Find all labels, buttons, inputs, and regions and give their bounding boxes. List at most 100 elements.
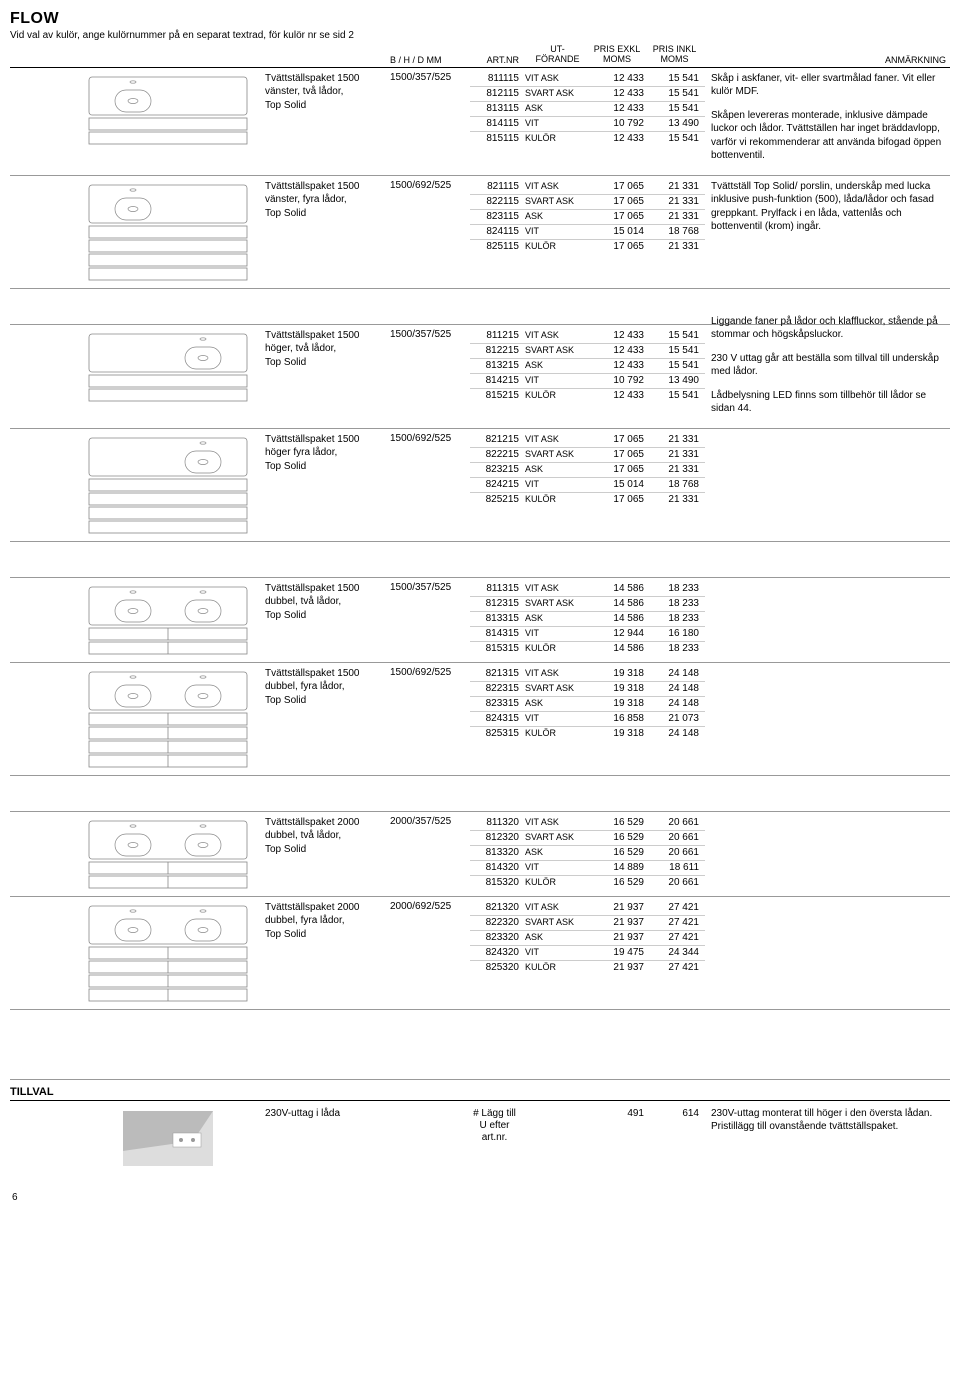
product-diagram — [10, 816, 265, 894]
cell-price-incl: 18 233 — [650, 643, 705, 654]
hdr-p1: PRIS EXKLMOMS — [590, 45, 650, 65]
cell-art: 824320 — [470, 947, 525, 958]
cell-art: 811215 — [470, 330, 525, 341]
cell-utf: VIT ASK — [525, 902, 590, 913]
table-row: 814115 VIT 10 792 13 490 — [470, 117, 705, 132]
cell-price-incl: 18 768 — [650, 479, 705, 490]
cell-price-excl: 12 433 — [590, 345, 650, 356]
cell-price-incl: 15 541 — [650, 330, 705, 341]
table-row: 815315 KULÖR 14 586 18 233 — [470, 642, 705, 656]
table-row: 822320 SVART ASK 21 937 27 421 — [470, 916, 705, 931]
cell-price-incl: 18 611 — [650, 862, 705, 873]
cell-utf: SVART ASK — [525, 449, 590, 460]
cell-utf: ASK — [525, 613, 590, 624]
table-row: 814320 VIT 14 889 18 611 — [470, 861, 705, 876]
cell-price-incl: 15 541 — [650, 133, 705, 144]
cell-price-excl: 17 065 — [590, 464, 650, 475]
cell-utf: VIT ASK — [525, 330, 590, 341]
cell-art: 822215 — [470, 449, 525, 460]
cell-price-incl: 20 661 — [650, 817, 705, 828]
hdr-dim: B / H / D MM — [390, 45, 470, 65]
table-row: 823315 ASK 19 318 24 148 — [470, 697, 705, 712]
product-diagram — [10, 582, 265, 660]
hdr-utf: UT-FÖRANDE — [525, 45, 590, 65]
table-row: 821315 VIT ASK 19 318 24 148 — [470, 667, 705, 682]
cell-utf: VIT — [525, 628, 590, 639]
tillval-image — [10, 1107, 265, 1170]
cell-art: 824215 — [470, 479, 525, 490]
table-row: 824215 VIT 15 014 18 768 — [470, 478, 705, 493]
cell-price-excl: 16 529 — [590, 847, 650, 858]
cell-price-incl: 24 148 — [650, 683, 705, 694]
cell-art: 811115 — [470, 73, 525, 84]
cell-utf: ASK — [525, 932, 590, 943]
section-spacer — [10, 776, 950, 812]
product-section: Tvättställspaket 2000dubbel, två lådor,T… — [10, 812, 950, 897]
cell-art: 823320 — [470, 932, 525, 943]
cell-price-incl: 15 541 — [650, 390, 705, 401]
cell-price-excl: 17 065 — [590, 211, 650, 222]
cell-art: 812115 — [470, 88, 525, 99]
cell-price-excl: 12 433 — [590, 73, 650, 84]
cell-price-excl: 10 792 — [590, 118, 650, 129]
cell-price-excl: 17 065 — [590, 449, 650, 460]
cell-price-incl: 18 768 — [650, 226, 705, 237]
cell-price-excl: 17 065 — [590, 181, 650, 192]
product-desc: Tvättställspaket 1500vänster, fyra lådor… — [265, 180, 390, 286]
cell-art: 823315 — [470, 698, 525, 709]
cell-price-excl: 21 937 — [590, 917, 650, 928]
cell-price-incl: 21 073 — [650, 713, 705, 724]
cell-price-excl: 19 318 — [590, 728, 650, 739]
tillval-desc: 230V-uttag i låda — [265, 1107, 390, 1170]
cell-art: 825315 — [470, 728, 525, 739]
tillval-p2: 614 — [650, 1108, 705, 1144]
cell-utf: VIT — [525, 713, 590, 724]
note-text: Lådbelysning LED finns som tillbehör til… — [711, 389, 946, 416]
cell-utf: VIT — [525, 862, 590, 873]
cell-price-incl: 18 233 — [650, 613, 705, 624]
cell-price-incl: 27 421 — [650, 917, 705, 928]
product-desc: Tvättställspaket 1500dubbel, två lådor,T… — [265, 582, 390, 660]
cell-art: 825215 — [470, 494, 525, 505]
product-diagram — [10, 72, 265, 173]
cell-art: 822315 — [470, 683, 525, 694]
cell-art: 823115 — [470, 211, 525, 222]
cell-utf: KULÖR — [525, 643, 590, 654]
table-row: 825315 KULÖR 19 318 24 148 — [470, 727, 705, 741]
table-row: 814315 VIT 12 944 16 180 — [470, 627, 705, 642]
table-row: 813215 ASK 12 433 15 541 — [470, 359, 705, 374]
cell-art: 825115 — [470, 241, 525, 252]
cell-art: 813115 — [470, 103, 525, 114]
cell-price-excl: 12 944 — [590, 628, 650, 639]
cell-utf: VIT — [525, 947, 590, 958]
cell-utf: SVART ASK — [525, 345, 590, 356]
table-row: 813315 ASK 14 586 18 233 — [470, 612, 705, 627]
table-row: 821115 VIT ASK 17 065 21 331 — [470, 180, 705, 195]
product-dim: 1500/357/525 — [390, 72, 470, 173]
product-section: Tvättställspaket 1500vänster, två lådor,… — [10, 68, 950, 176]
table-row: 825115 KULÖR 17 065 21 331 — [470, 240, 705, 254]
cell-price-excl: 17 065 — [590, 196, 650, 207]
cell-utf: KULÖR — [525, 877, 590, 888]
cell-art: 812315 — [470, 598, 525, 609]
cell-art: 814320 — [470, 862, 525, 873]
cell-price-excl: 21 937 — [590, 962, 650, 973]
table-row: 821215 VIT ASK 17 065 21 331 — [470, 433, 705, 448]
cell-price-incl: 21 331 — [650, 181, 705, 192]
cell-utf: VIT — [525, 226, 590, 237]
product-dim: 1500/357/525 — [390, 582, 470, 660]
product-section: Tvättställspaket 1500vänster, fyra lådor… — [10, 176, 950, 289]
cell-price-excl: 17 065 — [590, 241, 650, 252]
table-row: 821320 VIT ASK 21 937 27 421 — [470, 901, 705, 916]
table-row: 822215 SVART ASK 17 065 21 331 — [470, 448, 705, 463]
cell-price-excl: 12 433 — [590, 88, 650, 99]
table-row: 824320 VIT 19 475 24 344 — [470, 946, 705, 961]
cell-price-excl: 19 318 — [590, 668, 650, 679]
cell-price-excl: 19 318 — [590, 683, 650, 694]
cell-price-excl: 12 433 — [590, 360, 650, 371]
product-desc: Tvättställspaket 1500dubbel, fyra lådor,… — [265, 667, 390, 773]
table-row: 811115 VIT ASK 12 433 15 541 — [470, 72, 705, 87]
table-row: 811320 VIT ASK 16 529 20 661 — [470, 816, 705, 831]
cell-art: 813215 — [470, 360, 525, 371]
cell-utf: KULÖR — [525, 390, 590, 401]
